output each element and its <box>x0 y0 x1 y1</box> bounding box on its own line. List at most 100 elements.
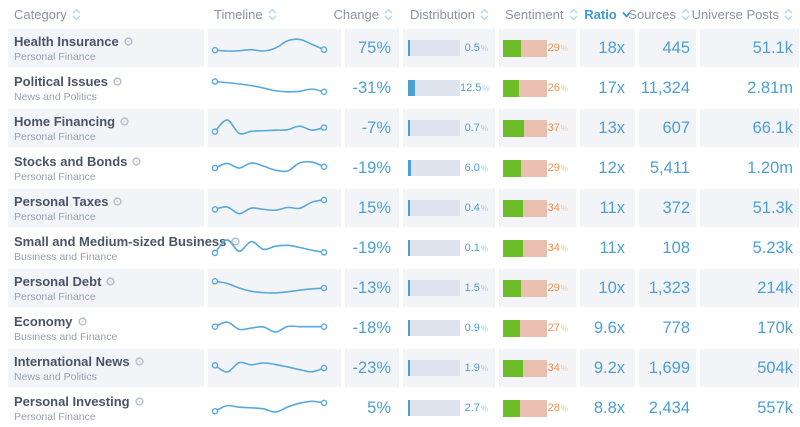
info-icon[interactable] <box>124 36 133 46</box>
sources-cell: 778 <box>639 309 696 347</box>
distribution-cell: 0.5% <box>403 29 495 67</box>
table-row[interactable]: Stocks and Bonds Personal Finance -19% 6.0%… <box>8 149 799 187</box>
distribution-bar <box>408 160 460 176</box>
category-cell: Stocks and Bonds Personal Finance <box>8 149 204 187</box>
sparkline-endpoint-marker <box>320 196 328 204</box>
info-icon[interactable] <box>120 116 129 126</box>
universe-posts-value: 5.23k <box>752 238 793 257</box>
sources-value: 445 <box>662 38 690 57</box>
sentiment-negative-segment <box>522 359 547 377</box>
sparkline-endpoint-marker <box>320 124 328 131</box>
ratio-value: 13x <box>598 118 625 137</box>
change-value: -31% <box>352 78 391 97</box>
distribution-label: 1.9% <box>465 362 488 374</box>
timeline-cell <box>208 269 341 307</box>
sparkline-endpoint-marker <box>211 46 219 54</box>
distribution-label: 0.1% <box>465 242 488 254</box>
category-subtitle: Personal Finance <box>14 130 96 143</box>
timeline-cell <box>208 349 341 387</box>
category-cell: Political Issues News and Politics <box>8 69 204 107</box>
universe-posts-value: 504k <box>757 358 793 377</box>
ratio-cell: 8.8x <box>580 389 635 427</box>
category-subtitle: News and Politics <box>14 90 97 103</box>
sentiment-negative-segment <box>520 159 547 177</box>
universe-posts-value: 557k <box>757 398 793 417</box>
timeline-cell <box>208 149 341 187</box>
category-cell: Economy Business and Finance <box>8 309 204 347</box>
timeline-sparkline <box>211 239 328 257</box>
info-icon[interactable] <box>77 316 87 326</box>
column-header-sources[interactable]: Sources <box>628 0 696 29</box>
category-title: Personal Debt <box>14 273 102 289</box>
distribution-bar-fill <box>408 80 415 96</box>
category-cell: International News News and Politics <box>8 349 204 387</box>
sources-value: 2,434 <box>648 398 690 417</box>
table-row[interactable]: Economy Business and Finance -18% 0.9% 27% 9.… <box>8 309 799 347</box>
ratio-value: 10x <box>598 278 625 297</box>
sentiment-bar <box>503 199 547 217</box>
column-header-sentiment[interactable]: Sentiment <box>499 0 577 29</box>
sources-value: 1,323 <box>648 278 690 297</box>
ratio-cell: 13x <box>580 109 635 147</box>
timeline-cell <box>208 189 341 227</box>
column-header-change[interactable]: Change <box>333 0 399 29</box>
column-header-universe-posts[interactable]: Universe Posts <box>692 0 799 29</box>
sources-cell: 1,323 <box>639 269 696 307</box>
table-row[interactable]: International News News and Politics -23% 1… <box>8 349 799 387</box>
column-header-label: Change <box>333 7 379 22</box>
timeline-sparkline <box>211 160 328 173</box>
column-header-distribution[interactable]: Distribution <box>403 0 495 29</box>
sort-updown-icon <box>784 8 793 21</box>
info-icon[interactable] <box>113 76 122 86</box>
percent-sign: % <box>560 244 568 253</box>
column-header-timeline[interactable]: Timeline <box>208 0 341 29</box>
change-value: 75% <box>357 38 391 57</box>
sparkline-endpoint-marker <box>211 323 219 330</box>
distribution-bar <box>408 320 460 336</box>
sentiment-label: 29% <box>548 282 568 294</box>
category-cell: Home Financing Personal Finance <box>8 109 204 147</box>
sort-updown-icon <box>480 8 489 21</box>
info-icon[interactable] <box>134 396 144 406</box>
timeline-sparkline <box>211 277 328 294</box>
change-value: 5% <box>367 398 391 417</box>
distribution-bar <box>408 240 460 256</box>
change-cell: 15% <box>345 189 399 227</box>
distribution-label: 0.5% <box>465 42 488 54</box>
sort-updown-icon <box>72 8 81 21</box>
sources-value: 778 <box>662 318 690 337</box>
timeline-cell <box>208 29 341 67</box>
sentiment-positive-segment <box>503 79 520 97</box>
sentiment-cell: 27% <box>499 309 576 347</box>
ratio-cell: 9.2x <box>580 349 635 387</box>
distribution-bar <box>408 280 460 296</box>
table-row[interactable]: Personal Investing Personal Finance 5% 2.7%… <box>8 389 799 427</box>
sentiment-value: 29 <box>547 162 560 174</box>
column-header-ratio[interactable]: Ratio <box>580 0 635 29</box>
category-title: Personal Taxes <box>14 193 109 209</box>
percent-sign: % <box>480 404 488 413</box>
distribution-bar <box>408 80 460 96</box>
timeline-sparkline <box>211 399 328 415</box>
table-row[interactable]: Personal Debt Personal Finance -13% 1.5% 29%… <box>8 269 799 307</box>
info-icon[interactable] <box>113 196 123 206</box>
sentiment-cell: 28% <box>499 389 576 427</box>
category-subtitle: Personal Finance <box>14 410 96 423</box>
table-row[interactable]: Small and Medium-sized Business Business … <box>8 229 799 267</box>
sentiment-positive-segment <box>503 399 521 417</box>
sentiment-value: 27 <box>547 322 560 334</box>
sentiment-value: 34 <box>547 202 560 214</box>
sparkline-endpoint-marker <box>320 399 328 407</box>
table-row[interactable]: Political Issues News and Politics -31% 12.… <box>8 69 799 107</box>
info-icon[interactable] <box>134 356 144 366</box>
category-cell: Personal Investing Personal Finance <box>8 389 204 427</box>
table-row[interactable]: Health Insurance Personal Finance 75% 0.5% 2… <box>8 29 799 67</box>
column-header-category[interactable]: Category <box>8 0 204 29</box>
table-row[interactable]: Personal Taxes Personal Finance 15% 0.4% 34%… <box>8 189 799 227</box>
table-row[interactable]: Home Financing Personal Finance -7% 0.7% 37%… <box>8 109 799 147</box>
info-icon[interactable] <box>106 276 116 286</box>
info-icon[interactable] <box>132 156 142 166</box>
category-title: Personal Investing <box>14 393 130 409</box>
info-icon[interactable] <box>231 236 240 246</box>
